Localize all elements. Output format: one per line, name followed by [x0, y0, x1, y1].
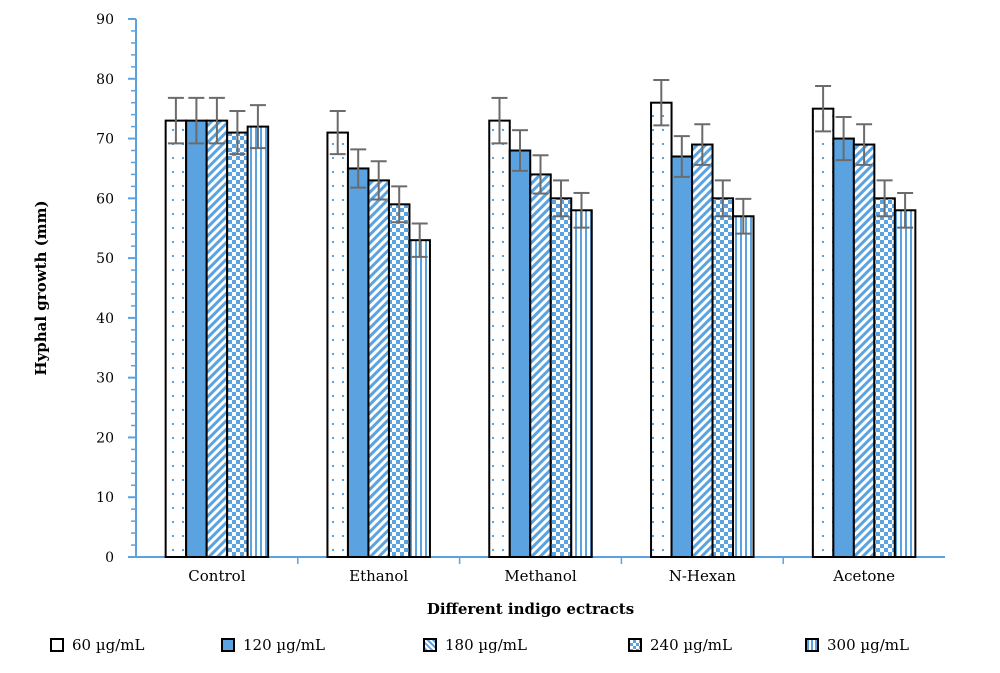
bar [508, 149, 532, 558]
legend-swatch [628, 638, 642, 652]
bar [832, 137, 855, 559]
bar [408, 239, 431, 559]
bar [185, 119, 208, 558]
legend-label: 120 µg/mL [243, 636, 325, 654]
bar [387, 203, 411, 559]
bar [893, 209, 917, 559]
bar [650, 101, 673, 558]
y-tick-label: 0 [105, 550, 114, 566]
bar [873, 197, 896, 558]
bar [691, 143, 714, 559]
legend-label: 300 µg/mL [827, 636, 909, 654]
bar [246, 125, 270, 558]
legend-swatch [221, 638, 235, 652]
bar [549, 197, 573, 558]
bar [488, 119, 511, 558]
x-category-label: N-Hexan [669, 567, 737, 585]
bar [711, 197, 735, 558]
legend-label: 60 µg/mL [72, 636, 145, 654]
legend-swatch [50, 638, 64, 652]
bar [670, 155, 694, 558]
legend-item: 60 µg/mL [50, 630, 144, 660]
y-axis-title: Hyphal growth (mm) [32, 200, 50, 375]
bar [367, 179, 390, 558]
bar [346, 167, 370, 558]
y-tick-label: 50 [96, 251, 114, 267]
legend-swatch [423, 638, 437, 652]
bar [205, 119, 229, 558]
bar [326, 131, 349, 558]
bar [529, 173, 552, 559]
legend-swatch [805, 638, 819, 652]
x-axis-title: Different indigo ectracts [427, 600, 634, 618]
legend-item: 300 µg/mL [805, 630, 909, 660]
bar [570, 209, 593, 559]
y-tick-label: 10 [96, 490, 114, 506]
bar [811, 107, 835, 559]
bar [226, 131, 249, 558]
y-tick-label: 80 [96, 72, 114, 88]
y-tick-label: 60 [96, 191, 114, 207]
y-tick-label: 70 [96, 132, 114, 148]
x-category-label: Methanol [504, 567, 577, 585]
legend-item: 240 µg/mL [628, 630, 732, 660]
y-tick-label: 20 [96, 430, 114, 446]
bar [852, 143, 876, 559]
y-tick-label: 30 [96, 371, 114, 387]
legend-item: 180 µg/mL [423, 630, 527, 660]
legend: 60 µg/mL 120 µg/mL 180 µg/mL 240 µg/mL 300 µ… [0, 630, 1000, 660]
legend-item: 120 µg/mL [221, 630, 325, 660]
bar [732, 215, 755, 558]
legend-label: 240 µg/mL [650, 636, 732, 654]
y-tick-label: 40 [96, 311, 114, 327]
x-category-label: Acetone [832, 567, 895, 585]
y-tick-label: 90 [96, 12, 114, 28]
x-category-label: Ethanol [349, 567, 408, 585]
legend-label: 180 µg/mL [445, 636, 527, 654]
bar [164, 119, 188, 558]
x-category-label: Control [188, 567, 245, 585]
